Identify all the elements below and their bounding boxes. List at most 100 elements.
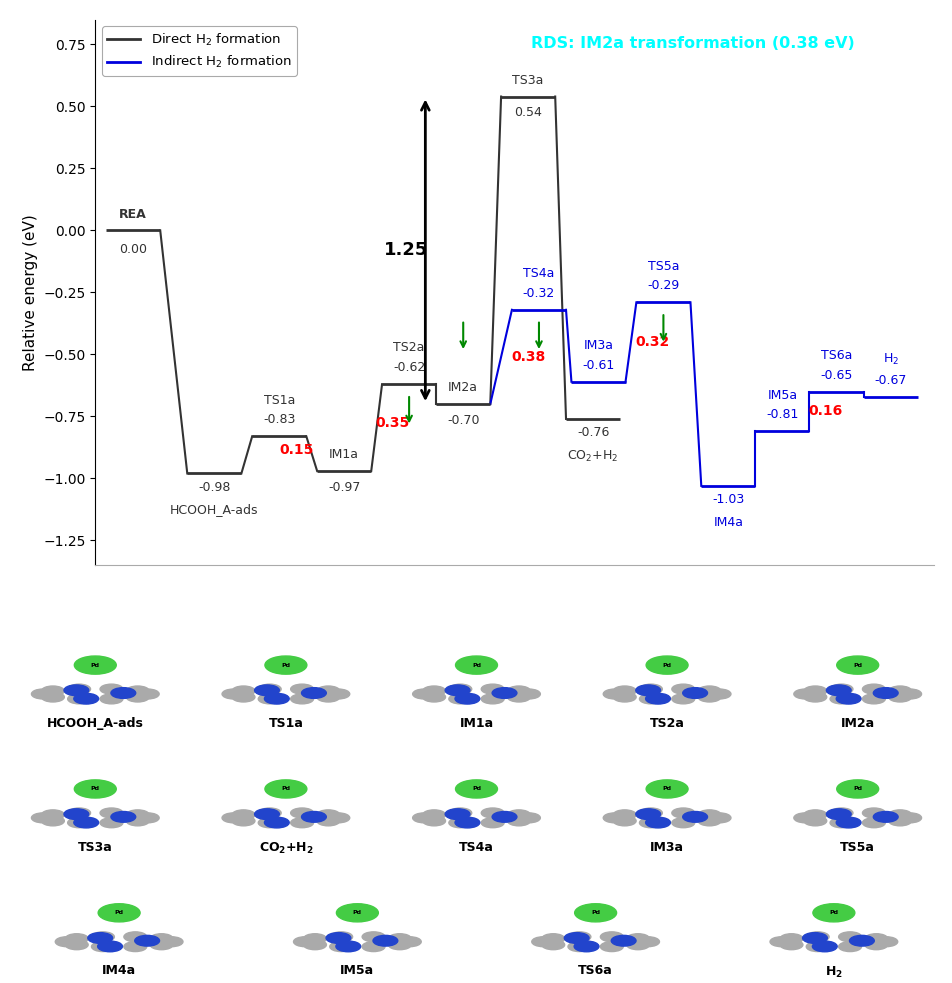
Text: TS6a: TS6a (578, 964, 612, 977)
Circle shape (329, 932, 352, 942)
Circle shape (645, 656, 687, 674)
Circle shape (639, 684, 662, 694)
Circle shape (100, 684, 123, 694)
Circle shape (448, 818, 471, 828)
Circle shape (98, 903, 140, 922)
Circle shape (707, 813, 730, 823)
Circle shape (258, 808, 281, 818)
Circle shape (874, 937, 897, 947)
Text: H$_2$: H$_2$ (882, 352, 898, 367)
Text: TS3a: TS3a (78, 840, 112, 853)
Text: IM5a: IM5a (766, 388, 797, 401)
Circle shape (835, 817, 860, 828)
Text: TS1a: TS1a (264, 393, 294, 407)
Circle shape (423, 686, 446, 696)
Text: TS1a: TS1a (268, 717, 303, 729)
Text: Pd: Pd (662, 663, 671, 667)
Circle shape (835, 693, 860, 704)
Circle shape (481, 684, 504, 694)
Circle shape (697, 816, 720, 826)
Text: 0.32: 0.32 (635, 335, 669, 349)
Circle shape (31, 813, 54, 823)
Circle shape (671, 684, 694, 694)
Circle shape (567, 932, 590, 942)
Circle shape (100, 808, 123, 818)
Circle shape (564, 933, 588, 944)
Circle shape (697, 686, 720, 696)
Circle shape (898, 689, 921, 699)
Text: Pd: Pd (114, 910, 124, 915)
Text: -0.67: -0.67 (874, 374, 906, 386)
Circle shape (316, 692, 339, 702)
Circle shape (805, 932, 828, 942)
Circle shape (481, 808, 504, 818)
Circle shape (639, 694, 662, 704)
Circle shape (887, 692, 910, 702)
Circle shape (610, 936, 635, 946)
Circle shape (491, 688, 516, 698)
Circle shape (636, 937, 659, 947)
Text: -0.29: -0.29 (646, 279, 679, 292)
Text: IM4a: IM4a (713, 516, 743, 529)
Text: TS2a: TS2a (393, 341, 425, 355)
Circle shape (301, 812, 326, 822)
Circle shape (42, 816, 65, 826)
Text: TS5a: TS5a (647, 260, 679, 272)
Circle shape (149, 934, 172, 944)
Circle shape (362, 942, 385, 952)
Circle shape (862, 808, 884, 818)
Circle shape (258, 818, 281, 828)
Circle shape (491, 812, 516, 822)
Circle shape (124, 932, 147, 942)
Text: Pd: Pd (281, 663, 290, 667)
Circle shape (829, 808, 852, 818)
Circle shape (304, 940, 327, 950)
Text: IM2a: IM2a (840, 717, 874, 729)
Circle shape (803, 686, 826, 696)
Text: IM5a: IM5a (340, 964, 374, 977)
Circle shape (387, 940, 410, 950)
Text: 0.54: 0.54 (514, 106, 542, 120)
Circle shape (682, 688, 706, 698)
Circle shape (290, 694, 313, 704)
Text: TS5a: TS5a (840, 840, 874, 853)
Circle shape (329, 942, 352, 952)
Circle shape (316, 686, 339, 696)
Circle shape (68, 694, 90, 704)
Circle shape (448, 684, 471, 694)
Text: Pd: Pd (852, 786, 862, 791)
Text: IM3a: IM3a (583, 339, 613, 352)
Circle shape (68, 818, 90, 828)
Circle shape (645, 693, 669, 704)
Circle shape (362, 932, 385, 942)
Circle shape (100, 694, 123, 704)
Circle shape (825, 809, 850, 820)
Circle shape (506, 692, 529, 702)
Circle shape (31, 689, 54, 699)
Circle shape (73, 693, 98, 704)
Text: 1.25: 1.25 (384, 241, 428, 260)
Circle shape (264, 693, 288, 704)
Circle shape (635, 809, 660, 820)
Circle shape (836, 656, 878, 674)
Circle shape (301, 688, 326, 698)
Circle shape (481, 694, 504, 704)
Circle shape (254, 685, 279, 696)
Circle shape (293, 937, 316, 947)
Circle shape (42, 810, 65, 820)
Circle shape (573, 941, 598, 952)
Circle shape (682, 812, 706, 822)
Circle shape (671, 818, 694, 828)
Text: -0.65: -0.65 (820, 369, 852, 381)
Circle shape (603, 813, 625, 823)
Text: Pd: Pd (590, 910, 600, 915)
Circle shape (110, 812, 135, 822)
Text: Pd: Pd (90, 663, 100, 667)
Circle shape (481, 818, 504, 828)
Text: TS4a: TS4a (523, 267, 554, 280)
Circle shape (64, 685, 89, 696)
Text: IM1a: IM1a (459, 717, 493, 729)
Legend: Direct H$_2$ formation, Indirect H$_2$ formation: Direct H$_2$ formation, Indirect H$_2$ f… (102, 27, 296, 76)
Circle shape (68, 684, 90, 694)
Text: 0.16: 0.16 (807, 404, 842, 419)
